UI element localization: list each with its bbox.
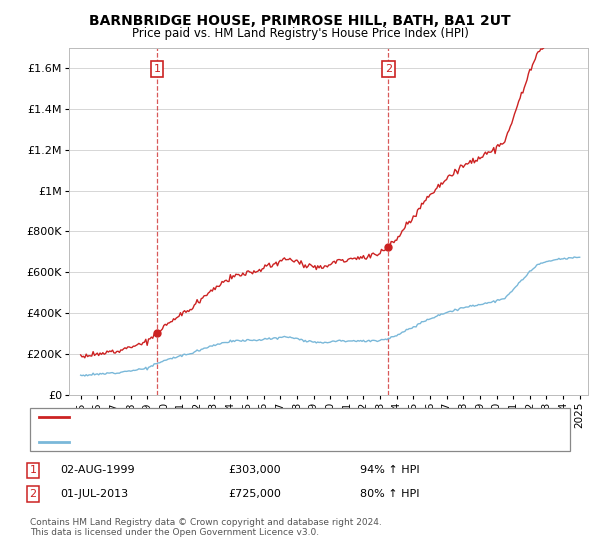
Text: 94% ↑ HPI: 94% ↑ HPI (360, 465, 419, 475)
Text: 2: 2 (29, 489, 37, 499)
Text: 2: 2 (385, 64, 392, 74)
Text: £725,000: £725,000 (228, 489, 281, 499)
Text: HPI: Average price, detached house, Bath and North East Somerset: HPI: Average price, detached house, Bath… (76, 437, 428, 446)
Text: 80% ↑ HPI: 80% ↑ HPI (360, 489, 419, 499)
Text: 1: 1 (29, 465, 37, 475)
Text: 01-JUL-2013: 01-JUL-2013 (60, 489, 128, 499)
Text: 1: 1 (154, 64, 160, 74)
Text: Contains HM Land Registry data © Crown copyright and database right 2024.
This d: Contains HM Land Registry data © Crown c… (30, 518, 382, 538)
Text: BARNBRIDGE HOUSE, PRIMROSE HILL, BATH, BA1 2UT (detached house): BARNBRIDGE HOUSE, PRIMROSE HILL, BATH, B… (76, 412, 451, 422)
Text: £303,000: £303,000 (228, 465, 281, 475)
Text: Price paid vs. HM Land Registry's House Price Index (HPI): Price paid vs. HM Land Registry's House … (131, 27, 469, 40)
Text: BARNBRIDGE HOUSE, PRIMROSE HILL, BATH, BA1 2UT: BARNBRIDGE HOUSE, PRIMROSE HILL, BATH, B… (89, 14, 511, 28)
Text: 02-AUG-1999: 02-AUG-1999 (60, 465, 134, 475)
